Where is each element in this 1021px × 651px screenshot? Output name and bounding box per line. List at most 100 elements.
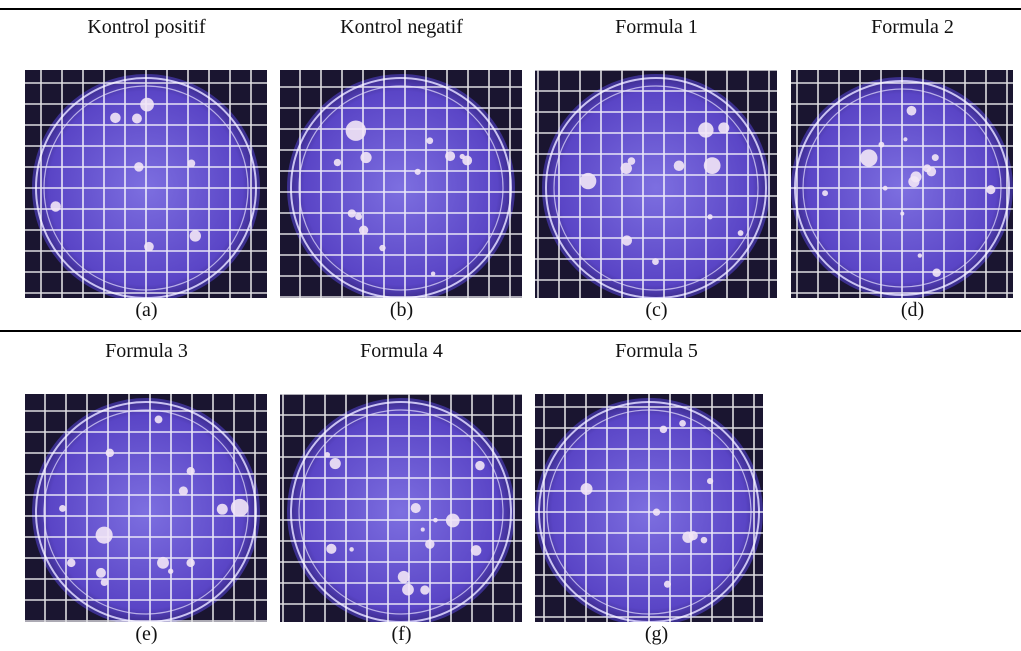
colony: [426, 137, 433, 144]
colony: [431, 271, 435, 275]
colony: [433, 518, 438, 523]
colony: [701, 537, 708, 544]
panel-label: (g): [535, 623, 778, 646]
colony: [326, 544, 336, 554]
colony: [110, 113, 121, 124]
colony: [932, 268, 941, 277]
colony: [168, 569, 173, 574]
colony: [622, 235, 632, 245]
colony: [932, 154, 939, 161]
petri-photo: [535, 394, 763, 622]
colony: [900, 212, 904, 216]
panel-label: (e): [25, 623, 268, 646]
row-rule: [0, 330, 1021, 332]
colony: [674, 160, 685, 171]
colony: [860, 149, 877, 166]
colony: [581, 483, 593, 495]
petri-photo: [280, 394, 522, 622]
colony: [411, 503, 421, 513]
colony: [334, 159, 341, 166]
colony: [360, 152, 371, 163]
panel-label: (c): [535, 299, 778, 322]
dish: [291, 402, 511, 622]
colony: [59, 505, 66, 512]
colony: [134, 162, 143, 171]
colony: [986, 185, 995, 194]
colony: [698, 122, 713, 137]
colony: [415, 169, 421, 175]
colony: [106, 449, 114, 457]
panel-title: Formula 2: [791, 16, 1021, 39]
colony: [707, 478, 713, 484]
colony: [187, 159, 195, 167]
colony: [398, 571, 410, 583]
colony: [132, 114, 142, 124]
colony: [918, 253, 922, 257]
colony: [879, 142, 885, 148]
colony: [718, 122, 729, 133]
colony: [903, 137, 907, 141]
colony: [580, 173, 596, 189]
colony: [349, 547, 353, 551]
colony: [144, 242, 154, 252]
colony: [471, 545, 482, 556]
colony: [822, 190, 828, 196]
colony: [359, 225, 368, 234]
panel-title: Formula 3: [25, 340, 268, 363]
colony: [96, 527, 113, 544]
panel-label: (a): [25, 299, 268, 322]
colony: [679, 420, 686, 427]
colony: [910, 171, 921, 182]
dish: [546, 78, 766, 298]
colony: [738, 230, 744, 236]
colony: [652, 258, 659, 265]
colony: [425, 539, 434, 548]
figure: Kontrol positif (a) Kontrol negatif (b) Form…: [0, 0, 1021, 651]
panel-label: (b): [280, 299, 523, 322]
petri-photo: [25, 394, 267, 622]
colony: [155, 416, 163, 424]
petri-photo: [25, 70, 267, 298]
colony: [157, 557, 169, 569]
panel-label: (f): [280, 623, 523, 646]
colony: [140, 98, 154, 112]
colony: [231, 499, 249, 517]
colony: [621, 163, 632, 174]
colony: [682, 532, 693, 543]
colony: [460, 154, 465, 159]
panel-title: Kontrol positif: [25, 16, 268, 39]
colony: [660, 426, 667, 433]
colony: [704, 157, 721, 174]
dish: [291, 78, 511, 298]
panel-title: Kontrol negatif: [280, 16, 523, 39]
colony: [707, 214, 712, 219]
colony: [421, 528, 425, 532]
colony: [186, 559, 194, 567]
colony: [348, 209, 356, 217]
petri-photo: [791, 70, 1013, 298]
colony: [50, 201, 60, 211]
colony: [190, 230, 201, 241]
colony: [446, 514, 460, 528]
colony: [324, 452, 330, 458]
colony: [355, 213, 362, 220]
colony: [96, 568, 106, 578]
colony: [402, 584, 414, 596]
colony: [346, 121, 366, 141]
colony: [445, 151, 455, 161]
colony: [653, 509, 660, 516]
petri-photo: [280, 70, 522, 298]
colony: [475, 461, 484, 470]
colony: [67, 559, 75, 567]
colony: [420, 585, 429, 594]
colony: [907, 106, 917, 116]
panel-title: Formula 1: [535, 16, 778, 39]
colony: [664, 581, 671, 588]
colony: [101, 579, 108, 586]
colony: [379, 245, 385, 251]
colony: [217, 504, 228, 515]
colony: [187, 467, 195, 475]
panel-title: Formula 4: [280, 340, 523, 363]
panel-label: (d): [791, 299, 1021, 322]
colony: [179, 486, 188, 495]
